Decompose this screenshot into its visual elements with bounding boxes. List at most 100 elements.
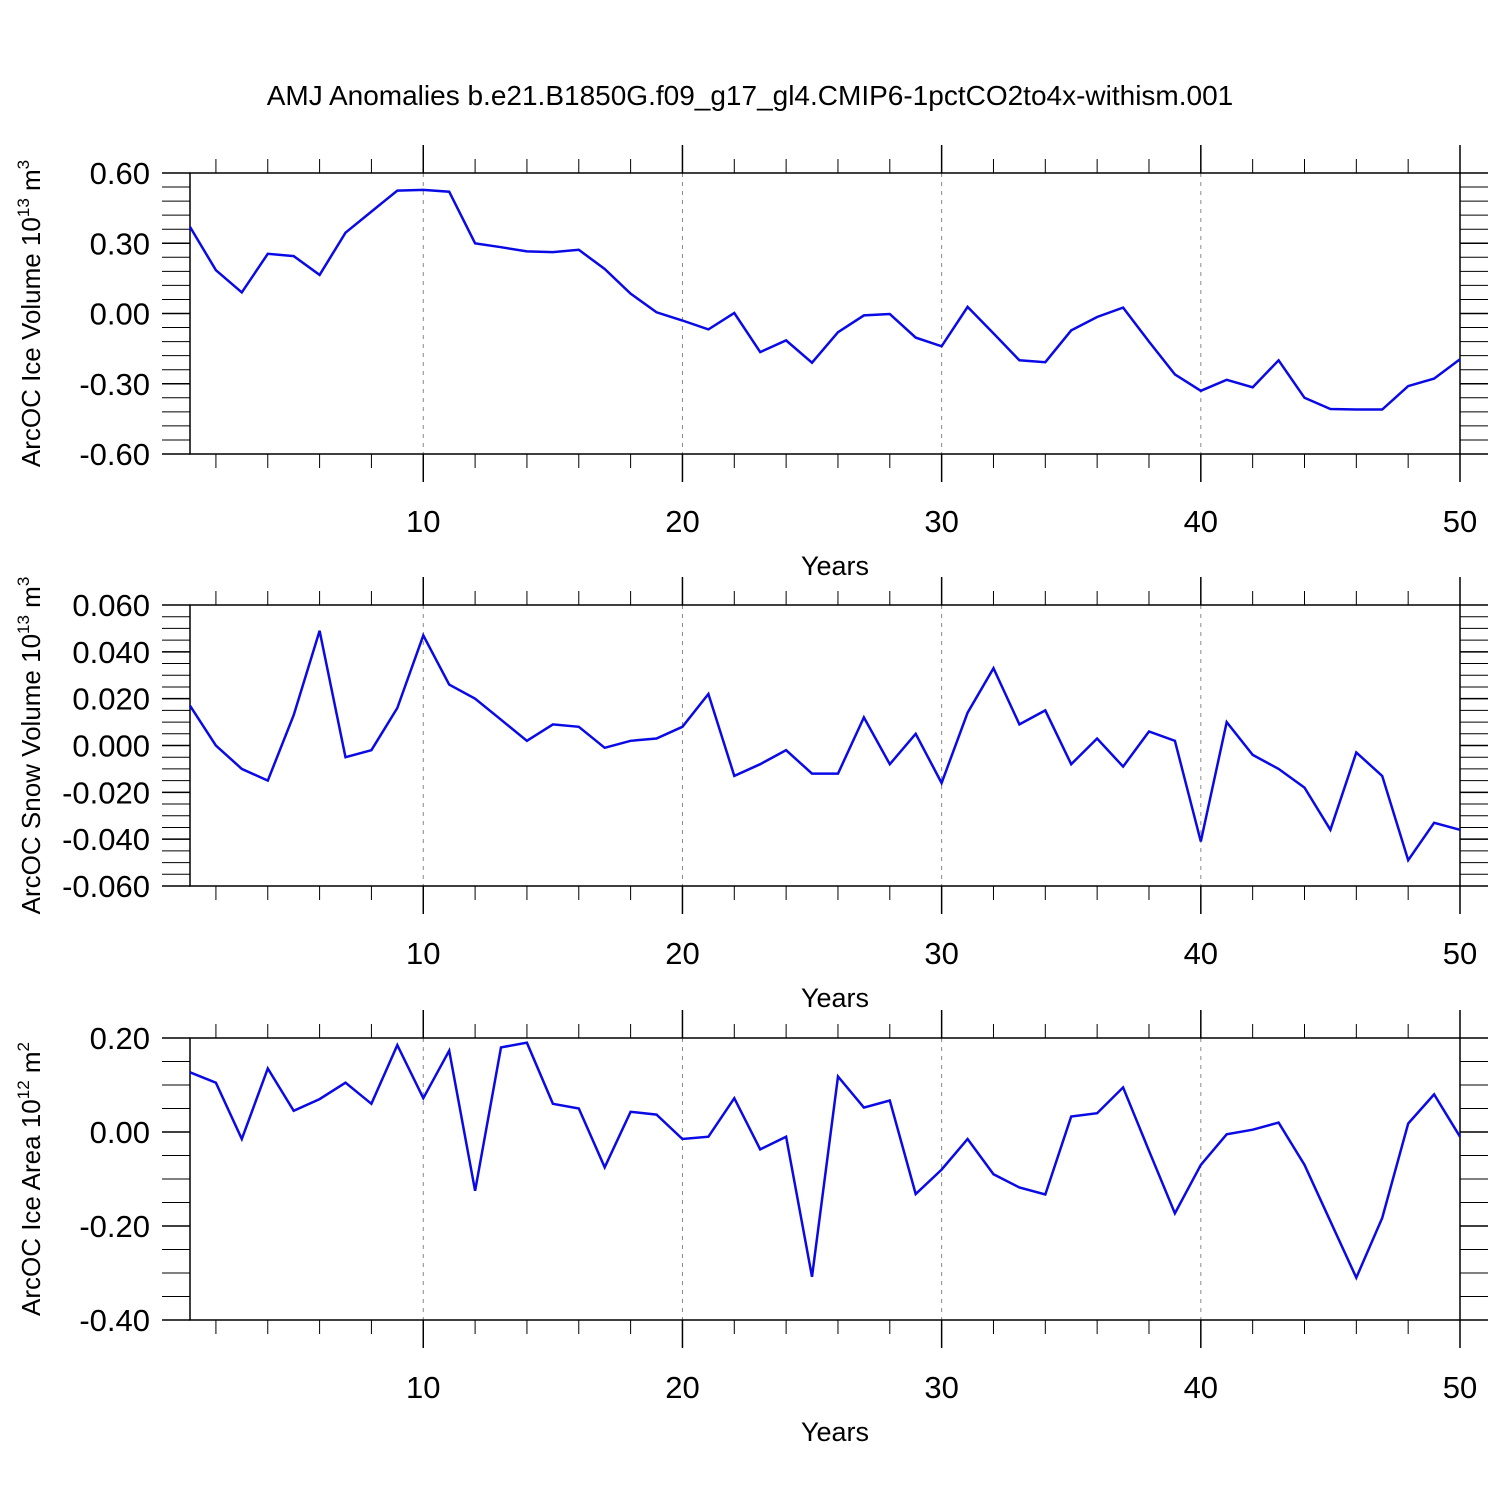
data-point: [421, 188, 425, 192]
y-tick-label: 0.60: [90, 156, 150, 191]
data-point: [706, 692, 710, 696]
data-point: [525, 739, 529, 743]
data-point: [680, 319, 684, 323]
data-point: [1406, 858, 1410, 862]
data-point: [1328, 828, 1332, 832]
data-point: [991, 331, 995, 335]
x-axis-label: Years: [801, 1417, 869, 1447]
data-point: [1328, 1219, 1332, 1223]
x-tick-label: 30: [924, 936, 958, 971]
y-tick-label: 0.040: [72, 635, 150, 670]
data-point: [1328, 407, 1332, 411]
data-point: [1147, 340, 1151, 344]
data-point: [629, 1110, 633, 1114]
data-point: [1095, 736, 1099, 740]
data-point: [214, 744, 218, 748]
data-point: [240, 1137, 244, 1141]
data-point: [525, 249, 529, 253]
data-point: [1302, 396, 1306, 400]
data-point: [1354, 1276, 1358, 1280]
data-point: [395, 1043, 399, 1047]
data-point: [758, 1147, 762, 1151]
data-point: [758, 350, 762, 354]
data-point: [1458, 357, 1462, 361]
data-point: [292, 713, 296, 717]
x-tick-label: 10: [406, 504, 440, 539]
data-series-line: [189, 1041, 1462, 1281]
data-point: [473, 697, 477, 701]
data-point: [1380, 408, 1384, 412]
data-point: [862, 1106, 866, 1110]
x-tick-label: 10: [406, 1370, 440, 1405]
data-point: [966, 305, 970, 309]
y-axis-label: ArcOC Ice Volume 1013 m3: [14, 160, 46, 467]
data-point: [1199, 1163, 1203, 1167]
data-point: [1458, 828, 1462, 832]
data-point: [577, 248, 581, 252]
data-point: [1017, 358, 1021, 362]
data-point: [1095, 315, 1099, 319]
data-point: [318, 273, 322, 277]
data-point: [551, 1102, 555, 1106]
data-point: [214, 268, 218, 272]
data-point: [421, 633, 425, 637]
data-point: [447, 190, 451, 194]
data-point: [966, 711, 970, 715]
data-point: [1225, 720, 1229, 724]
data-point: [1380, 1216, 1384, 1220]
data-point: [732, 1096, 736, 1100]
data-point: [1432, 1092, 1436, 1096]
data-point: [603, 267, 607, 271]
y-tick-label: 0.20: [90, 1021, 150, 1056]
data-point: [914, 732, 918, 736]
data-point: [1199, 840, 1203, 844]
data-point: [940, 1168, 944, 1172]
data-point: [266, 779, 270, 783]
data-point: [395, 189, 399, 193]
data-point: [188, 225, 192, 229]
x-tick-label: 40: [1184, 504, 1218, 539]
y-tick-label: 0.30: [90, 226, 150, 261]
data-point: [1069, 1114, 1073, 1118]
data-point: [1173, 739, 1177, 743]
y-tick-label: -0.40: [79, 1303, 150, 1338]
data-point: [395, 706, 399, 710]
chart-panel-3: -0.40 -0.20 0.00 0.20 10 20 30 40 50 Years ArcOC I…: [14, 1010, 1488, 1447]
data-point: [1225, 378, 1229, 382]
data-point: [1017, 722, 1021, 726]
data-point: [603, 1165, 607, 1169]
data-point: [862, 715, 866, 719]
y-tick-label: 0.000: [72, 729, 150, 764]
x-tick-label: 50: [1443, 504, 1477, 539]
data-point: [1406, 384, 1410, 388]
x-tick-label: 10: [406, 936, 440, 971]
data-point: [214, 1081, 218, 1085]
data-point: [1017, 1185, 1021, 1189]
data-point: [784, 338, 788, 342]
x-tick-label: 50: [1443, 1370, 1477, 1405]
x-tick-label: 40: [1184, 1370, 1218, 1405]
data-point: [603, 746, 607, 750]
y-tick-label: -0.20: [79, 1209, 150, 1244]
x-tick-label: 30: [924, 1370, 958, 1405]
data-point: [966, 1137, 970, 1141]
data-point: [862, 313, 866, 317]
y-tick-label: -0.30: [79, 367, 150, 402]
y-axis-label: ArcOC Snow Volume 1013 m3: [14, 577, 46, 915]
data-point: [421, 1096, 425, 1100]
y-tick-label: 0.00: [90, 297, 150, 332]
data-point: [888, 312, 892, 316]
data-point: [1302, 786, 1306, 790]
data-point: [1043, 360, 1047, 364]
data-point: [629, 292, 633, 296]
x-tick-label: 50: [1443, 936, 1477, 971]
data-point: [940, 344, 944, 348]
data-point: [499, 718, 503, 722]
y-tick-label: 0.060: [72, 588, 150, 623]
data-point: [706, 327, 710, 331]
data-point: [1095, 1111, 1099, 1115]
chart-panel-1: -0.60 -0.30 0.00 0.30 0.60 10 20 30 40 50 Years Arc…: [14, 145, 1488, 581]
data-point: [991, 666, 995, 670]
data-point: [1121, 306, 1125, 310]
x-tick-label: 20: [665, 936, 699, 971]
